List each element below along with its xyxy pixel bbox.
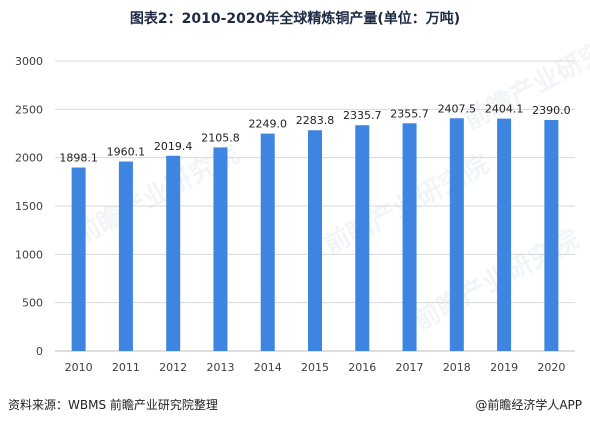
bar-2019 [497, 118, 512, 351]
y-tick-labels: 0 500 1000 1500 2000 2500 3000 [15, 55, 43, 358]
bar-2018 [449, 118, 464, 352]
source-note: 资料来源：WBMS 前瞻产业研究院整理 [8, 398, 218, 412]
value-label-2015: 2283.8 [296, 114, 335, 127]
x-tick-label-2015: 2015 [301, 361, 329, 374]
value-label-2011: 1960.1 [107, 146, 146, 159]
watermark-layer: 前瞻产业研究院前瞻产业研究院前瞻产业研究院前瞻产业研究院 [69, 23, 590, 336]
value-label-2010: 1898.1 [59, 152, 98, 165]
y-tick-label: 2500 [15, 103, 43, 116]
bar-2010 [71, 167, 86, 351]
x-tick-label-2017: 2017 [396, 361, 424, 374]
value-labels: 1898.1 1960.1 2019.4 2105.8 2249.0 2283.8 2335… [59, 102, 570, 164]
x-tick-label-2019: 2019 [490, 361, 518, 374]
bar-2014 [260, 133, 275, 351]
y-tick-label: 0 [36, 345, 43, 358]
bar-2017 [402, 123, 417, 351]
x-tick-label-2011: 2011 [112, 361, 140, 374]
bar-2013 [213, 147, 228, 351]
x-tick-label-2013: 2013 [206, 361, 234, 374]
x-tick-labels: 2010 2011 2012 2013 2014 2015 2016 2017 2018 2019… [65, 361, 566, 374]
x-tick-label-2018: 2018 [443, 361, 471, 374]
bar-2015 [308, 130, 322, 351]
value-label-2020: 2390.0 [532, 104, 571, 117]
bars [71, 118, 559, 352]
x-tick-label-2014: 2014 [254, 361, 282, 374]
y-tick-label: 1000 [15, 248, 43, 261]
y-tick-label: 1500 [15, 200, 43, 213]
y-tick-label: 2000 [15, 152, 43, 165]
watermark-2: 前瞻产业研究院 [459, 23, 590, 136]
y-tick-label: 3000 [15, 55, 43, 68]
value-label-2012: 2019.4 [154, 140, 193, 153]
bar-2011 [118, 161, 133, 351]
x-tick-label-2020: 2020 [537, 361, 565, 374]
bar-2016 [355, 125, 370, 351]
x-tick-label-2012: 2012 [159, 361, 187, 374]
y-tick-label: 500 [22, 297, 43, 310]
value-label-2014: 2249.0 [248, 118, 287, 131]
value-label-2016: 2335.7 [343, 109, 382, 122]
value-label-2018: 2407.5 [438, 102, 477, 115]
bar-2020 [544, 119, 559, 351]
value-label-2017: 2355.7 [390, 107, 429, 120]
value-label-2013: 2105.8 [201, 131, 240, 144]
brand-label: @前瞻经济学人APP [475, 398, 582, 412]
bar-2012 [166, 155, 181, 351]
chart-title: 图表2：2010-2020年全球精炼铜产量(单位：万吨) [129, 11, 461, 27]
value-label-2019: 2404.1 [485, 103, 524, 116]
x-tick-label-2016: 2016 [348, 361, 376, 374]
x-tick-label-2010: 2010 [65, 361, 93, 374]
